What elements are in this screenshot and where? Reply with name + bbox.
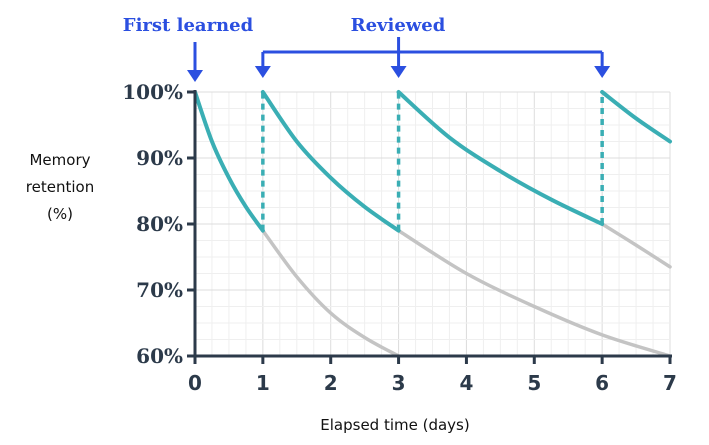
grid [194, 91, 671, 357]
x-tick-label: 0 [188, 371, 202, 395]
retention-curve-4 [600, 90, 672, 144]
x-tick-label: 3 [392, 371, 406, 395]
reviewed-arrow-head [254, 66, 271, 78]
review-drop-lines [261, 92, 604, 231]
y-tick-label: 70% [136, 278, 183, 302]
y-tick-label: 80% [136, 212, 183, 236]
y-axis-title-line-2: retention [26, 178, 94, 196]
tick-labels: 0 1 2 3 4 5 6 7 60% 70% 80% 90% 100% [122, 80, 677, 395]
retention-curve-3 [396, 90, 605, 226]
retention-curve-2 [260, 90, 401, 233]
annotations: First learned Reviewed [123, 15, 611, 82]
y-tick-label: 60% [136, 344, 183, 368]
y-axis-title-line-1: Memory [29, 151, 90, 169]
x-tick-label: 4 [459, 371, 473, 395]
x-tick-label: 5 [527, 371, 541, 395]
decay-curves [261, 222, 672, 358]
retention-curve-1 [193, 90, 265, 233]
decay-curve-3 [600, 222, 672, 269]
decay-curve-1 [261, 228, 401, 358]
first-learned-label: First learned [123, 15, 254, 36]
x-tick-label: 1 [256, 371, 270, 395]
x-tick-label: 2 [324, 371, 338, 395]
x-tick-label: 7 [663, 371, 677, 395]
retention-curves [193, 90, 672, 233]
y-tick-label: 90% [136, 146, 183, 170]
y-axis-title: Memory retention (%) [26, 151, 94, 223]
reviewed-label: Reviewed [351, 15, 446, 36]
reviewed-arrow-head [594, 66, 611, 78]
x-tick-label: 6 [595, 371, 609, 395]
axes [187, 90, 672, 364]
y-tick-label: 100% [122, 80, 183, 104]
reviewed-arrow-head [390, 66, 407, 78]
decay-curve-2 [396, 228, 672, 358]
first-learned-arrow-head [187, 70, 203, 82]
x-axis-title: Elapsed time (days) [320, 416, 469, 434]
y-axis-title-line-3: (%) [47, 205, 73, 223]
